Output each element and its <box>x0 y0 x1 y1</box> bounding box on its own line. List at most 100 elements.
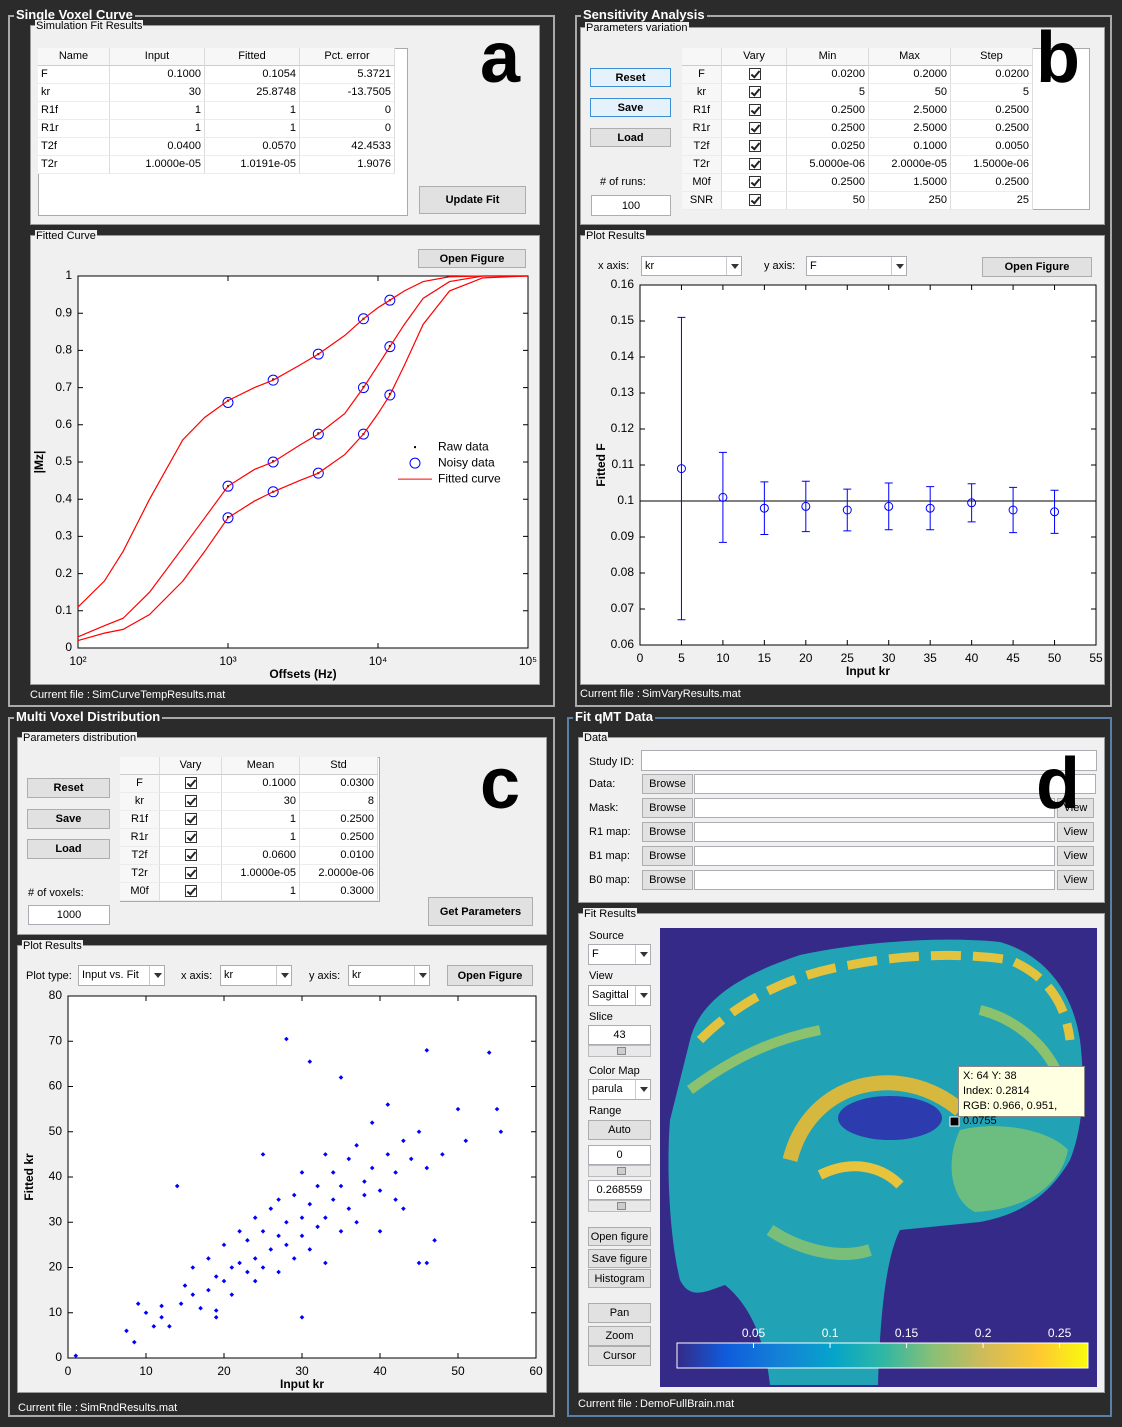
checkbox[interactable] <box>185 867 197 879</box>
button[interactable]: Get Parameters <box>428 897 533 926</box>
button[interactable]: Open Figure <box>982 257 1092 277</box>
table-header: Pct. error <box>300 48 395 66</box>
text-input[interactable] <box>694 774 1096 794</box>
button[interactable]: Browse <box>642 798 693 818</box>
table-cell: 0.0400 <box>110 138 205 156</box>
table-cell <box>722 66 787 84</box>
dropdown-arrow[interactable] <box>891 257 906 275</box>
button[interactable]: View <box>1057 846 1094 866</box>
table-cell <box>160 775 222 793</box>
button[interactable]: Open Figure <box>418 249 526 268</box>
text-input[interactable]: 100 <box>591 195 671 216</box>
button[interactable]: Browse <box>642 870 693 890</box>
dropdown-arrow[interactable] <box>635 945 650 964</box>
checkbox[interactable] <box>185 885 197 897</box>
button[interactable]: Pan <box>588 1303 651 1323</box>
label: Color Map <box>589 1065 640 1077</box>
panel-letter: a <box>480 18 521 98</box>
dropdown[interactable]: kr <box>220 965 292 986</box>
table-cell: R1r <box>120 829 160 847</box>
slider[interactable] <box>588 1200 651 1212</box>
panel-letter: c <box>480 744 521 824</box>
table-cell: R1r <box>682 120 722 138</box>
dropdown-arrow[interactable] <box>276 966 291 985</box>
button[interactable]: Update Fit <box>419 186 526 214</box>
table-cell: 2.0000e-06 <box>300 865 378 883</box>
button[interactable]: Open Figure <box>447 965 533 986</box>
text-input[interactable] <box>641 750 1097 771</box>
table-cell: 50 <box>869 84 951 102</box>
slider-thumb[interactable] <box>617 1202 626 1210</box>
button[interactable]: View <box>1057 822 1094 842</box>
checkbox[interactable] <box>185 777 197 789</box>
text-input[interactable] <box>694 798 1055 818</box>
checkbox[interactable] <box>185 849 197 861</box>
dropdown-arrow[interactable] <box>414 966 429 985</box>
button[interactable]: Cursor <box>588 1346 651 1366</box>
slider[interactable] <box>588 1045 651 1057</box>
text-input[interactable] <box>694 870 1055 890</box>
dropdown[interactable]: F <box>806 256 907 276</box>
dropdown[interactable]: F <box>588 944 651 965</box>
checkbox[interactable] <box>749 86 761 98</box>
button[interactable]: Auto <box>588 1120 651 1140</box>
dropdown[interactable]: Input vs. Fit <box>78 965 165 986</box>
dropdown-arrow[interactable] <box>726 257 741 275</box>
panel-letter: d <box>1036 744 1080 824</box>
checkbox[interactable] <box>749 158 761 170</box>
table-cell: kr <box>682 84 722 102</box>
text-input[interactable]: 0.268559 <box>588 1180 651 1200</box>
button[interactable]: Browse <box>642 774 693 794</box>
slider-thumb[interactable] <box>617 1167 626 1175</box>
checkbox[interactable] <box>185 813 197 825</box>
table-cell: SNR <box>682 192 722 210</box>
checkbox[interactable] <box>749 122 761 134</box>
dropdown[interactable]: kr <box>348 965 430 986</box>
text-input[interactable] <box>694 822 1055 842</box>
button[interactable]: Browse <box>642 822 693 842</box>
checkbox[interactable] <box>185 831 197 843</box>
button[interactable]: Reset <box>27 778 110 798</box>
dropdown[interactable]: kr <box>641 256 742 276</box>
table-header: Step <box>951 48 1033 66</box>
button[interactable]: Reset <box>590 68 671 87</box>
button[interactable]: View <box>1057 798 1094 818</box>
button[interactable]: Load <box>27 839 110 859</box>
button[interactable]: Browse <box>642 846 693 866</box>
checkbox[interactable] <box>749 176 761 188</box>
button[interactable]: Save figure <box>588 1249 651 1268</box>
checkbox[interactable] <box>749 194 761 206</box>
button[interactable]: Histogram <box>588 1269 651 1288</box>
text-input[interactable]: 43 <box>588 1025 651 1045</box>
button[interactable]: Open figure <box>588 1227 651 1246</box>
dropdown[interactable]: parula <box>588 1079 651 1100</box>
dropdown-arrow[interactable] <box>149 966 164 985</box>
label: # of voxels: <box>28 887 84 899</box>
checkbox[interactable] <box>749 68 761 80</box>
checkbox[interactable] <box>749 104 761 116</box>
dropdown-arrow[interactable] <box>635 986 650 1005</box>
button[interactable]: Zoom <box>588 1326 651 1346</box>
slider[interactable] <box>588 1165 651 1177</box>
button[interactable]: Load <box>590 128 671 147</box>
table-cell: F <box>38 66 110 84</box>
table-cell: 1.5000 <box>869 174 951 192</box>
table-cell: R1f <box>682 102 722 120</box>
file-label: Current file : <box>580 688 640 700</box>
text-input[interactable]: 1000 <box>28 905 110 925</box>
table-cell: 0.2500 <box>300 811 378 829</box>
button[interactable]: Save <box>590 98 671 117</box>
checkbox[interactable] <box>185 795 197 807</box>
table-header <box>682 48 722 66</box>
table-header: Std <box>300 757 378 775</box>
button[interactable]: View <box>1057 870 1094 890</box>
dropdown-arrow[interactable] <box>635 1080 650 1099</box>
button[interactable]: Save <box>27 809 110 829</box>
slider-thumb[interactable] <box>617 1047 626 1055</box>
text-input[interactable]: 0 <box>588 1145 651 1165</box>
group-box <box>30 235 540 685</box>
dropdown[interactable]: Sagittal <box>588 985 651 1006</box>
text-input[interactable] <box>694 846 1055 866</box>
checkbox[interactable] <box>749 140 761 152</box>
